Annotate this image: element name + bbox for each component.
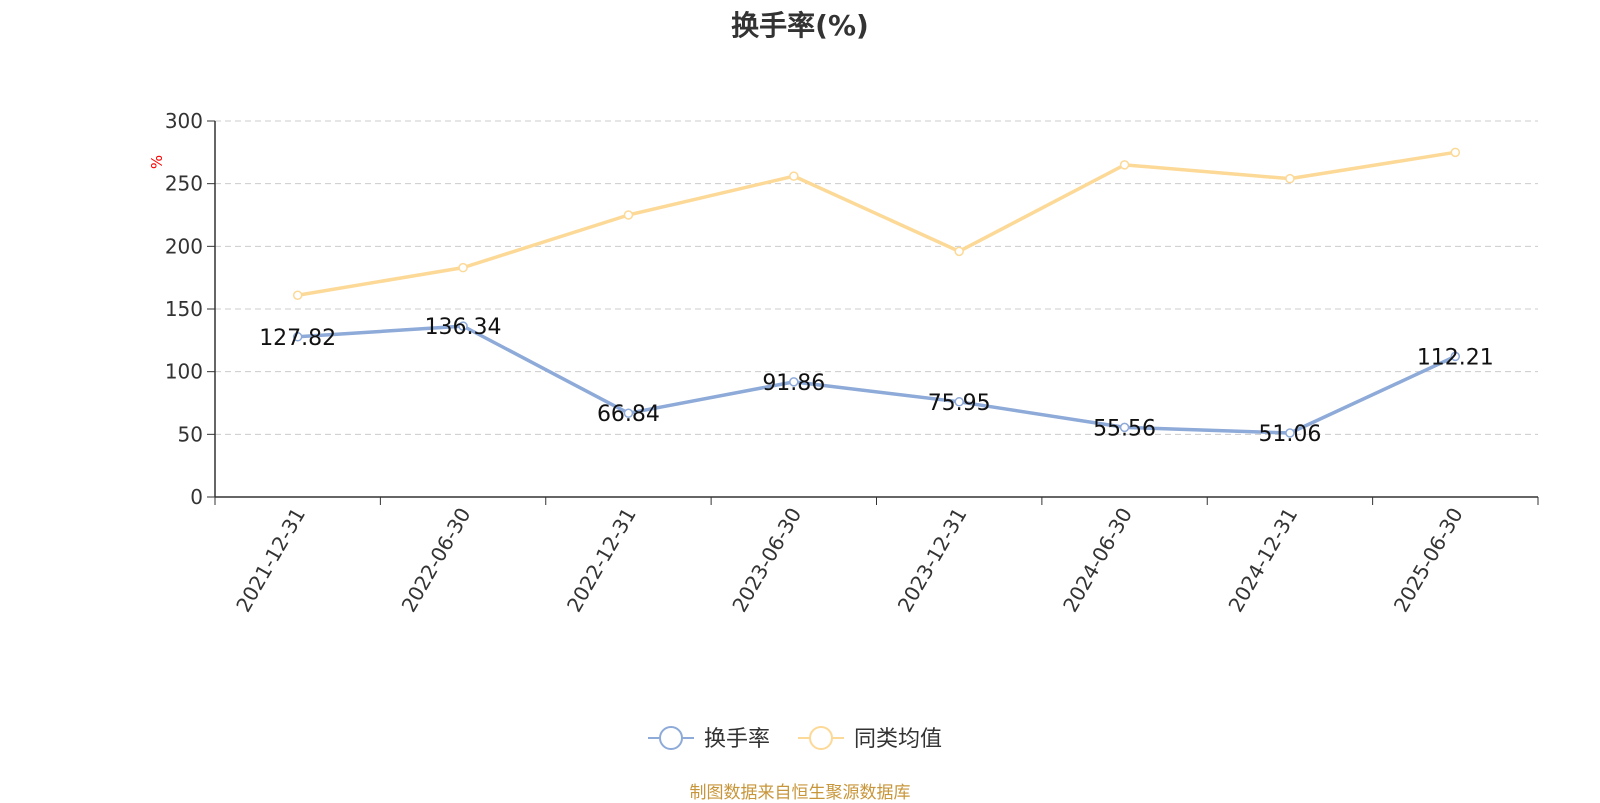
data-label: 127.82 xyxy=(259,326,336,351)
y-tick-label: 50 xyxy=(178,422,203,446)
chart-title: 换手率(%) xyxy=(731,9,869,42)
data-point xyxy=(789,377,799,387)
data-point xyxy=(1450,147,1461,158)
x-tick-label: 2022-06-30 xyxy=(396,504,475,617)
data-point xyxy=(623,210,634,220)
data-point xyxy=(292,332,303,342)
series-line xyxy=(297,324,1457,435)
data-point xyxy=(1285,173,1295,184)
data-point xyxy=(1285,428,1295,438)
data-label: 51.06 xyxy=(1258,422,1321,447)
series-line xyxy=(297,150,1456,297)
data-point xyxy=(954,397,964,407)
data-label: 91.86 xyxy=(762,371,825,396)
data-point xyxy=(458,262,468,273)
data-point xyxy=(1119,160,1130,170)
data-label: 112.21 xyxy=(1417,345,1494,370)
legend-marker xyxy=(809,726,833,750)
x-tick-label: 2023-06-30 xyxy=(727,504,806,617)
y-axis-label: % xyxy=(148,155,166,169)
legend-marker xyxy=(659,726,683,750)
y-tick-label: 150 xyxy=(165,297,203,321)
y-tick-label: 100 xyxy=(165,360,203,384)
source-note: 制图数据来自恒生聚源数据库 xyxy=(689,783,911,803)
x-tick-label: 2024-06-30 xyxy=(1058,504,1137,617)
y-tick-label: 300 xyxy=(165,109,203,133)
data-point xyxy=(458,321,468,331)
x-tick-label: 2021-12-31 xyxy=(231,504,310,617)
data-point xyxy=(623,408,634,418)
legend-label: 同类均值 xyxy=(854,727,942,752)
x-tick-label: 2022-12-31 xyxy=(562,504,641,617)
data-label: 136.34 xyxy=(425,315,502,340)
data-point xyxy=(1119,422,1130,433)
data-point xyxy=(954,246,964,257)
x-tick-label: 2023-12-31 xyxy=(893,504,972,617)
x-tick-label: 2024-12-31 xyxy=(1223,504,1302,617)
data-label: 66.84 xyxy=(597,402,660,427)
data-label: 75.95 xyxy=(928,391,991,416)
x-tick-label: 2025-06-30 xyxy=(1389,504,1468,617)
legend-label: 换手率 xyxy=(704,727,770,752)
y-tick-label: 200 xyxy=(165,234,203,258)
data-point xyxy=(789,171,799,181)
y-tick-label: 0 xyxy=(190,485,203,509)
y-tick-label: 250 xyxy=(165,172,203,196)
data-label: 55.56 xyxy=(1093,416,1156,441)
data-point xyxy=(292,290,303,300)
data-point xyxy=(1450,351,1461,362)
